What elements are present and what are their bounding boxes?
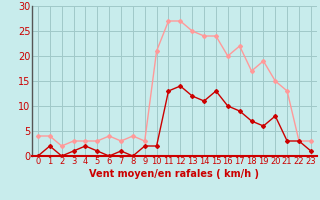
- X-axis label: Vent moyen/en rafales ( km/h ): Vent moyen/en rafales ( km/h ): [89, 169, 260, 179]
